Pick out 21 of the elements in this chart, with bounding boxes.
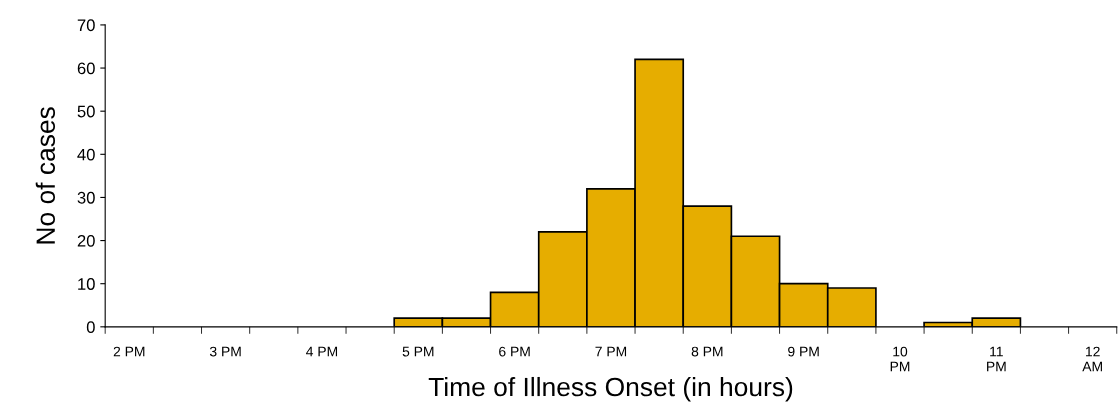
y-tick-label: 70 [77, 19, 95, 32]
x-tick-label: 2 PM [113, 346, 145, 357]
x-tick-label: 8 PM [691, 346, 723, 357]
x-tick-label: 9 PM [788, 346, 819, 357]
x-tick-label: 7 PM [595, 346, 627, 357]
y-tick-label: 20 [77, 234, 95, 247]
x-axis-title: Time of Illness Onset (in hours) [428, 376, 793, 402]
y-axis-title: No of cases [35, 107, 56, 244]
y-tick-label: 10 [78, 278, 95, 290]
y-tick-label: 0 [86, 321, 95, 334]
x-tick-label: 4 PM [306, 346, 338, 357]
x-tick-label: 5 PM [402, 346, 434, 357]
y-tick-label: 60 [77, 62, 95, 75]
y-tick-label: 30 [77, 191, 95, 204]
x-tick-label: 3 PM [209, 346, 241, 357]
y-tick-label: 40 [77, 148, 95, 161]
x-tick-label: 11 PM [987, 346, 1006, 372]
x-tick-label: 6 PM [499, 346, 530, 357]
x-tick-label: 10 PM [890, 346, 910, 372]
x-tick-label: 12 AM [1082, 346, 1102, 372]
y-tick-label: 50 [77, 105, 95, 118]
